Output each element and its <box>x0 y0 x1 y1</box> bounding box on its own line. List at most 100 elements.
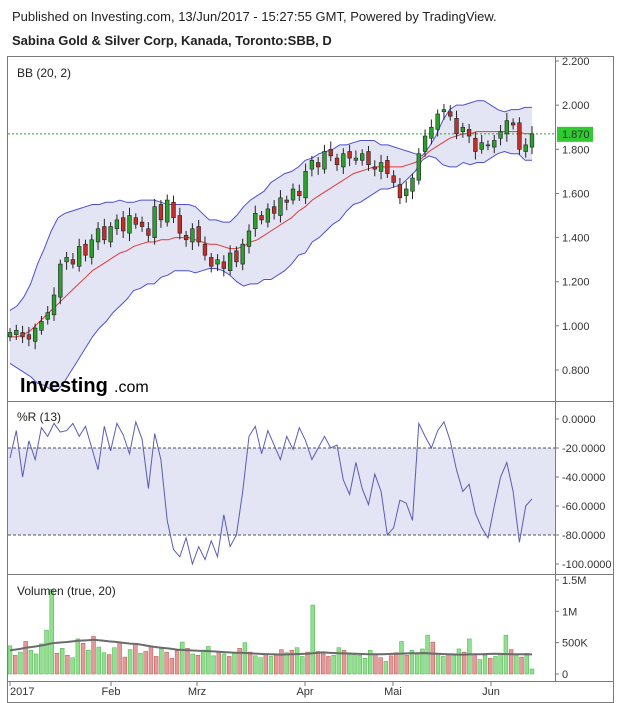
volume-bar <box>70 657 75 675</box>
candle <box>259 211 264 225</box>
candle <box>322 144 327 174</box>
candle <box>121 211 126 239</box>
wr-tick-label: -20.0000 <box>562 443 605 455</box>
candle <box>271 200 277 220</box>
candle <box>77 238 82 272</box>
candle <box>114 214 120 235</box>
candle <box>196 219 201 247</box>
published-note: Published on Investing.com, 13/Jun/2017 … <box>12 9 497 24</box>
volume-bar <box>294 647 300 675</box>
volume-bar <box>446 653 451 675</box>
volume-bar <box>185 648 190 675</box>
volume-bar <box>263 654 268 675</box>
candle <box>510 118 516 130</box>
volume-bar <box>7 645 13 675</box>
candle <box>139 216 145 232</box>
candle <box>39 315 44 335</box>
candle <box>422 129 428 157</box>
investing-logo: Investing .com <box>20 375 149 397</box>
volume-tick-label: 0 <box>562 669 568 681</box>
volume-bar <box>279 649 284 675</box>
price-tick-label: 1.600 <box>562 188 590 200</box>
candle <box>20 325 25 344</box>
volume-bar <box>44 629 49 675</box>
volume-bar <box>341 649 347 675</box>
volume-bar <box>498 654 503 675</box>
candle <box>70 253 76 269</box>
volume-bar <box>49 589 54 675</box>
candle <box>58 259 63 305</box>
volume-bar <box>367 649 373 675</box>
volume-bar <box>352 654 357 675</box>
candle <box>221 255 226 277</box>
volume-bar <box>247 651 253 675</box>
volume-bar <box>326 656 331 675</box>
williams-r-pane[interactable]: 0.0000 -20.0000 -40.0000 -60.0000 -80.0000 -1… <box>8 410 612 571</box>
volume-bar <box>80 643 86 675</box>
candle <box>64 251 69 270</box>
candle <box>253 205 258 237</box>
volume-axis: 1.5M 1M 500K 0 <box>555 575 588 681</box>
wr-axis: 0.0000 -20.0000 -40.0000 -60.0000 -80.0000 -1… <box>555 414 612 571</box>
candle <box>347 144 352 167</box>
candle <box>334 153 340 171</box>
volume-bar <box>200 649 206 675</box>
time-axis: 2017 Feb Mrz Apr Mai Jun <box>9 682 500 698</box>
volume-bar <box>336 647 342 675</box>
volume-bar <box>409 649 415 675</box>
bb-pane-title: BB (20, 2) <box>17 66 71 80</box>
wr-pane-title: %R (13) <box>17 410 61 424</box>
price-pane[interactable]: 2.200 2.000 1.800 1.600 1.400 1.200 1.000 0.800… <box>7 56 593 397</box>
candle <box>177 207 182 240</box>
candle <box>32 323 38 350</box>
volume-bar <box>60 648 65 675</box>
bollinger-middle-line <box>10 131 532 338</box>
volume-bar <box>28 649 34 675</box>
candle <box>146 222 151 242</box>
volume-bar <box>190 653 195 675</box>
candle <box>7 328 13 342</box>
volume-bar <box>357 654 362 675</box>
price-tick-label: 2.000 <box>562 100 590 112</box>
volume-pane[interactable]: 1.5M 1M 500K 0 Volumen (true, 20) <box>7 575 588 681</box>
candle <box>102 218 107 245</box>
volume-pane-title: Volumen (true, 20) <box>17 584 116 598</box>
volume-bar <box>268 656 274 675</box>
candle <box>209 253 214 273</box>
candle <box>265 203 271 228</box>
volume-bar <box>237 648 242 675</box>
candle <box>45 305 50 325</box>
candle <box>410 173 415 200</box>
volume-bar <box>284 652 289 675</box>
volume-bar <box>373 653 378 675</box>
volume-bar <box>456 648 462 675</box>
volume-bar <box>524 653 529 675</box>
volume-bar <box>315 651 321 675</box>
volume-bar <box>399 641 404 675</box>
candle <box>366 145 371 171</box>
candle <box>316 157 321 175</box>
candle <box>479 134 484 154</box>
candle <box>297 184 302 201</box>
volume-bar <box>461 651 467 675</box>
price-tick-label: 1.000 <box>562 321 590 333</box>
candle <box>454 110 459 140</box>
candle <box>429 119 434 145</box>
logo-main-text: Investing <box>20 375 108 397</box>
candle <box>127 207 132 242</box>
volume-bar <box>211 655 216 675</box>
candle <box>227 245 233 276</box>
candle <box>435 109 440 137</box>
volume-bar <box>493 656 498 675</box>
volume-bar <box>394 652 399 675</box>
volume-bar <box>441 656 446 675</box>
candle <box>492 134 497 154</box>
candle <box>378 154 384 180</box>
volume-bar <box>310 604 315 675</box>
wr-tick-label: -60.0000 <box>562 501 605 513</box>
candle <box>190 223 195 250</box>
candle <box>183 230 189 247</box>
volume-bars <box>7 589 535 675</box>
candle <box>14 324 19 340</box>
